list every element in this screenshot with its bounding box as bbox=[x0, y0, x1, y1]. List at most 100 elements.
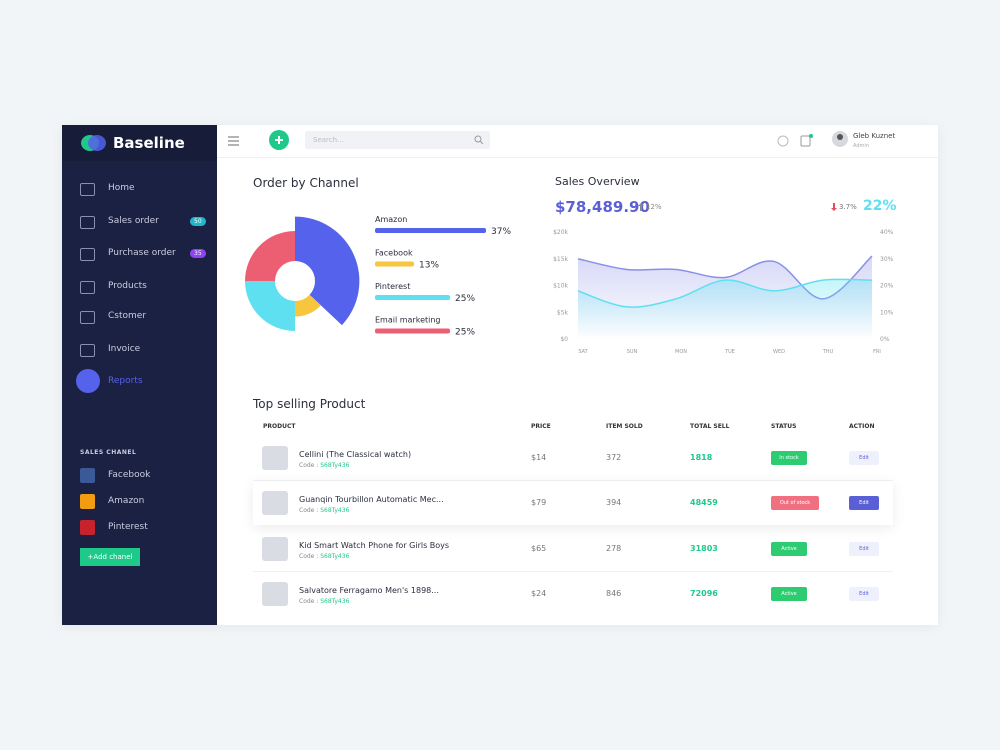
x-tick-label: THU bbox=[822, 349, 834, 355]
row-divider bbox=[253, 570, 893, 572]
search-input[interactable]: Search... bbox=[305, 131, 490, 149]
x-tick-label: SAT bbox=[578, 349, 588, 355]
channel-item[interactable]: Pinterest bbox=[108, 522, 148, 532]
total-sell: 1818 bbox=[690, 453, 713, 462]
item-sold: 278 bbox=[606, 543, 622, 553]
channel-bar bbox=[375, 328, 450, 334]
status-badge: In stock bbox=[771, 451, 807, 465]
item-sold: 372 bbox=[606, 453, 622, 462]
price: $24 bbox=[531, 588, 547, 598]
status-badge: Out of stock bbox=[771, 496, 819, 511]
active-indicator bbox=[76, 369, 100, 393]
sales-total: $78,489.90 bbox=[555, 198, 650, 216]
nav-item[interactable]: Purchase order bbox=[108, 248, 176, 258]
total-sell: 31803 bbox=[690, 543, 718, 553]
channel-label: Email marketing bbox=[375, 316, 441, 325]
price: $14 bbox=[531, 453, 547, 462]
channel-item[interactable]: Amazon bbox=[108, 496, 145, 506]
edit-button[interactable]: Edit bbox=[849, 451, 879, 465]
product-image bbox=[262, 446, 288, 470]
sales-change: 12% bbox=[646, 203, 662, 211]
x-tick-label: TUE bbox=[724, 349, 735, 355]
item-sold: 394 bbox=[606, 498, 622, 508]
up-arrow bbox=[638, 203, 644, 211]
channel-bar bbox=[375, 295, 450, 300]
search-icon[interactable] bbox=[474, 135, 484, 145]
user-name: Gleb Kuznet bbox=[853, 132, 896, 140]
code-label: Code : bbox=[299, 507, 321, 515]
column-header: ITEM SOLD bbox=[606, 423, 643, 430]
nav-item[interactable]: Products bbox=[108, 280, 147, 291]
edit-button[interactable]: Edit bbox=[849, 496, 879, 511]
edit-button[interactable]: Edit bbox=[849, 586, 879, 601]
product-name: Guanqin Tourbillon Automatic Mec... bbox=[299, 495, 444, 505]
rose-segment bbox=[295, 216, 360, 326]
y-tick-label: $5k bbox=[557, 309, 569, 316]
x-tick-label: MON bbox=[675, 349, 687, 355]
menu-icon[interactable] bbox=[228, 136, 240, 146]
down-arrow bbox=[831, 203, 837, 211]
brand: Baseline bbox=[113, 134, 185, 152]
nav-item[interactable]: Home bbox=[108, 183, 135, 193]
product-code: Code : S68Ty436 bbox=[299, 462, 349, 469]
nav-item[interactable]: Sales order bbox=[108, 215, 159, 226]
series-area bbox=[578, 279, 872, 339]
y2-tick-label: 0% bbox=[880, 336, 890, 343]
nav-icon bbox=[80, 215, 95, 229]
code-label: Code : bbox=[299, 597, 321, 605]
y2-tick-label: 20% bbox=[880, 283, 894, 290]
product-name: Salvatore Ferragamo Men's 1898... bbox=[299, 585, 439, 595]
channel-label: Amazon bbox=[375, 215, 407, 224]
row-divider bbox=[253, 480, 893, 481]
product-name: Kid Smart Watch Phone for Girls Boys bbox=[299, 540, 450, 550]
y2-tick-label: 40% bbox=[880, 229, 894, 236]
nav-item[interactable]: Invoice bbox=[108, 343, 141, 354]
code-value: S68Ty436 bbox=[320, 507, 350, 515]
column-header: ACTION bbox=[849, 423, 875, 430]
series-line bbox=[577, 278, 873, 308]
channel-value: 13% bbox=[419, 261, 439, 271]
add-button[interactable] bbox=[269, 130, 289, 150]
add-channel-button[interactable]: +Add chanel bbox=[80, 548, 140, 566]
nav-item[interactable]: Cstomer bbox=[108, 311, 147, 321]
channel-value: 25% bbox=[455, 294, 475, 304]
price: $65 bbox=[531, 543, 547, 553]
y-tick-label: $15k bbox=[553, 256, 568, 263]
column-header: TOTAL SELL bbox=[690, 423, 730, 430]
y-tick-label: $10k bbox=[553, 283, 568, 290]
nav-icon bbox=[80, 183, 95, 196]
code-value: S68Ty436 bbox=[320, 597, 350, 605]
product-image bbox=[262, 536, 288, 561]
y2-tick-label: 10% bbox=[880, 309, 894, 316]
total-sell: 48459 bbox=[690, 498, 718, 508]
edit-button[interactable]: Edit bbox=[849, 541, 879, 556]
product-code: Code : S68Ty436 bbox=[299, 598, 349, 605]
channel-icon bbox=[80, 520, 95, 535]
status-badge: Active bbox=[771, 541, 807, 556]
section-title: Order by Channel bbox=[253, 176, 359, 190]
nav-icon bbox=[80, 248, 95, 261]
logo bbox=[81, 135, 106, 151]
column-header: STATUS bbox=[771, 423, 797, 430]
channel-item[interactable]: Facebook bbox=[108, 470, 151, 480]
rose-segment bbox=[245, 231, 295, 281]
user-role: Admin bbox=[853, 143, 869, 149]
sales-change-down: 3.7% bbox=[839, 203, 857, 211]
column-header: PRODUCT bbox=[263, 423, 296, 430]
channel-bar bbox=[375, 261, 414, 267]
x-tick-label: SUN bbox=[627, 349, 638, 355]
nav-icon bbox=[80, 343, 95, 357]
nav-icon bbox=[80, 280, 95, 294]
nav-item[interactable]: Reports bbox=[108, 376, 143, 386]
avatar[interactable] bbox=[832, 131, 848, 147]
section-title: Sales Overview bbox=[555, 175, 640, 188]
y-tick-label: $20k bbox=[553, 229, 568, 236]
top-icons[interactable] bbox=[777, 134, 817, 148]
code-value: S68Ty436 bbox=[320, 462, 350, 469]
channel-value: 25% bbox=[455, 328, 475, 338]
y-tick-label: $0 bbox=[560, 336, 568, 343]
product-code: Code : S68Ty436 bbox=[299, 507, 349, 514]
x-tick-label: WED bbox=[773, 349, 785, 355]
